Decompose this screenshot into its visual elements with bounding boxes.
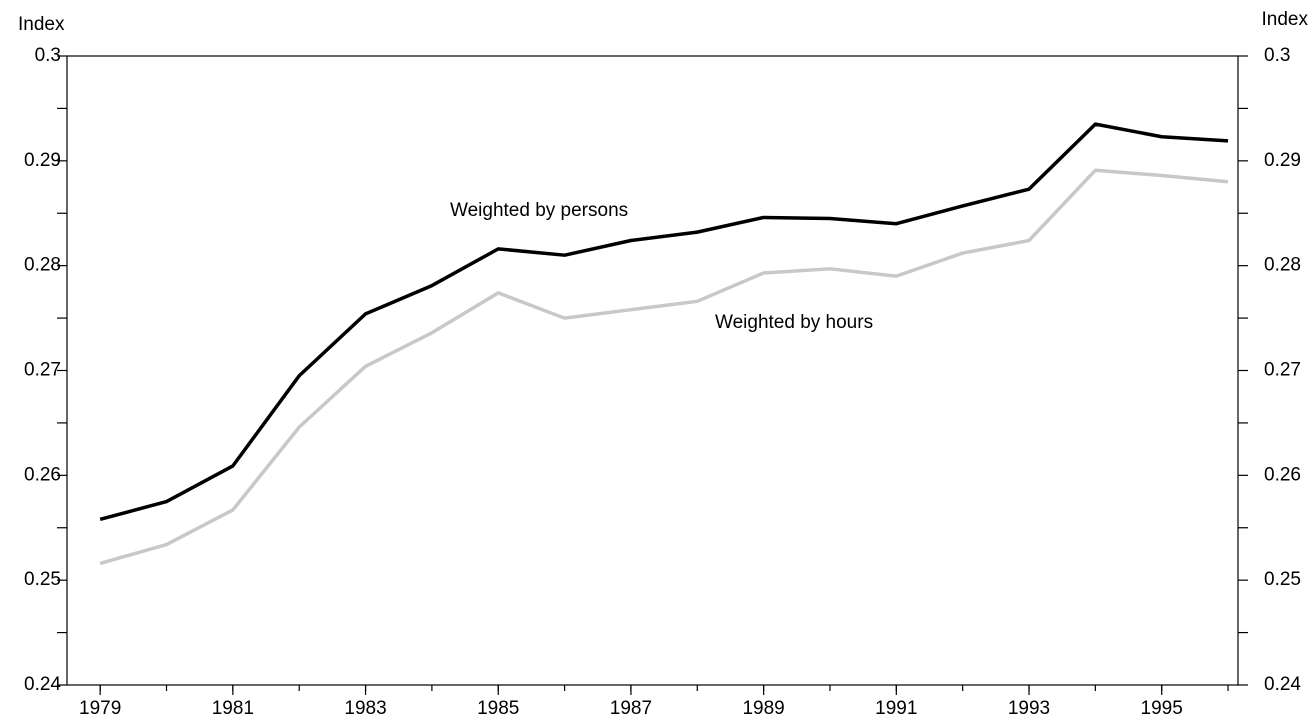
x-tick-label: 1985 [477,698,519,719]
y-tick-label: 0.26 [24,464,61,485]
y-tick-label: 0.25 [24,569,61,590]
y-tick-label: 0.24 [24,674,61,695]
x-tick-label: 1991 [875,698,917,719]
series-label: Weighted by hours [715,312,873,333]
y-tick-label: 0.29 [24,150,61,171]
series-label: Weighted by persons [450,200,628,221]
x-tick-label: 1995 [1141,698,1183,719]
x-tick-label: 1981 [212,698,254,719]
y-tick-label: 0.28 [24,255,61,276]
y2-tick-label: 0.3 [1264,45,1290,66]
x-tick-label: 1979 [79,698,121,719]
y2-tick-label: 0.28 [1264,255,1301,276]
x-tick-label: 1989 [742,698,784,719]
x-tick-label: 1993 [1008,698,1050,719]
y2-tick-label: 0.26 [1264,464,1301,485]
line-series [99,168,1229,566]
y2-tick-label: 0.29 [1264,150,1301,171]
y-tick-label: 0.3 [35,45,61,66]
y-axis-label: Index [18,14,65,35]
line-series [99,122,1229,522]
y2-tick-label: 0.24 [1264,674,1301,695]
x-tick-label: 1987 [610,698,652,719]
y-tick-label: 0.27 [24,360,61,381]
y2-tick-label: 0.27 [1264,360,1301,381]
y2-tick-label: 0.25 [1264,569,1301,590]
y2-axis-label: Index [1262,9,1309,30]
plot-frame [66,55,1239,686]
x-tick-label: 1983 [344,698,386,719]
